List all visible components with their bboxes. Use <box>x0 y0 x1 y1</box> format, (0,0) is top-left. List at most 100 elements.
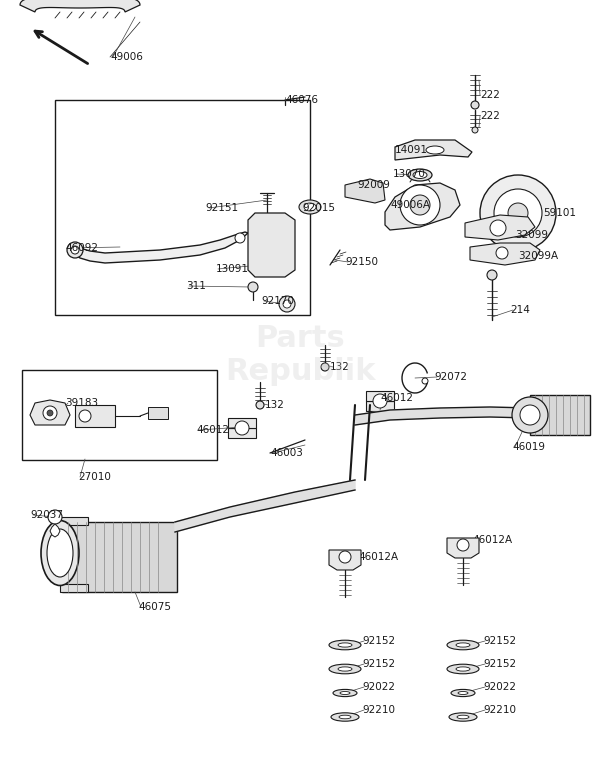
Ellipse shape <box>413 171 427 178</box>
Bar <box>75 405 115 427</box>
Circle shape <box>339 551 351 563</box>
Text: 92210: 92210 <box>483 705 516 715</box>
Circle shape <box>487 270 497 280</box>
Ellipse shape <box>408 169 432 181</box>
Text: 92009: 92009 <box>357 180 390 190</box>
Text: 92152: 92152 <box>362 659 395 669</box>
Bar <box>60 584 88 592</box>
Ellipse shape <box>329 664 361 673</box>
Polygon shape <box>355 407 530 425</box>
Circle shape <box>480 175 556 251</box>
Text: 46075: 46075 <box>138 602 171 612</box>
Ellipse shape <box>331 713 359 722</box>
Circle shape <box>321 363 329 371</box>
Text: 46012: 46012 <box>380 393 413 403</box>
Bar <box>530 395 590 435</box>
Text: 46012: 46012 <box>196 425 229 435</box>
Text: 132: 132 <box>330 362 350 372</box>
Circle shape <box>47 410 53 416</box>
Text: 92152: 92152 <box>483 659 516 669</box>
Text: 222: 222 <box>480 111 500 121</box>
Circle shape <box>471 101 479 109</box>
Ellipse shape <box>333 690 357 697</box>
Text: 92015: 92015 <box>302 203 335 213</box>
Circle shape <box>422 378 428 384</box>
Bar <box>55 100 310 315</box>
Text: 92151: 92151 <box>205 203 238 213</box>
Text: 46076: 46076 <box>285 95 318 105</box>
Polygon shape <box>329 550 361 570</box>
Polygon shape <box>385 183 460 230</box>
Text: 222: 222 <box>480 90 500 100</box>
Ellipse shape <box>340 691 350 694</box>
Polygon shape <box>30 400 70 425</box>
Bar <box>60 517 88 525</box>
Ellipse shape <box>449 713 477 722</box>
Text: 32099: 32099 <box>515 230 548 240</box>
Text: 49006A: 49006A <box>390 200 430 210</box>
Circle shape <box>520 405 540 425</box>
Circle shape <box>248 282 258 292</box>
Text: 92037: 92037 <box>30 510 63 520</box>
Ellipse shape <box>456 667 470 671</box>
Circle shape <box>79 410 91 422</box>
Circle shape <box>373 394 387 408</box>
Circle shape <box>283 300 291 308</box>
Text: 14091: 14091 <box>395 145 428 155</box>
Circle shape <box>512 397 548 433</box>
Ellipse shape <box>447 640 479 649</box>
Circle shape <box>235 233 245 243</box>
Polygon shape <box>175 480 355 532</box>
Polygon shape <box>465 215 535 240</box>
Circle shape <box>43 406 57 420</box>
Text: 13091: 13091 <box>216 264 249 274</box>
Ellipse shape <box>451 690 475 697</box>
Ellipse shape <box>458 691 468 694</box>
Circle shape <box>67 242 83 258</box>
Ellipse shape <box>338 643 352 647</box>
Text: 92150: 92150 <box>345 257 378 267</box>
Ellipse shape <box>299 200 321 214</box>
Text: 39183: 39183 <box>65 398 98 408</box>
Polygon shape <box>447 538 479 558</box>
Text: 92170: 92170 <box>261 296 294 306</box>
Circle shape <box>457 539 469 551</box>
Ellipse shape <box>304 203 316 211</box>
Bar <box>366 391 394 401</box>
Polygon shape <box>470 243 540 265</box>
Polygon shape <box>75 232 248 263</box>
Text: 132: 132 <box>265 400 285 410</box>
Ellipse shape <box>339 715 351 718</box>
Polygon shape <box>20 0 140 12</box>
Circle shape <box>410 195 430 215</box>
Circle shape <box>235 421 249 435</box>
Polygon shape <box>50 524 60 537</box>
Ellipse shape <box>338 667 352 671</box>
Ellipse shape <box>457 715 469 718</box>
Text: 13070: 13070 <box>393 169 426 179</box>
Text: 214: 214 <box>510 305 530 315</box>
Ellipse shape <box>47 529 73 577</box>
Polygon shape <box>345 179 385 203</box>
Circle shape <box>71 246 79 254</box>
Circle shape <box>508 203 528 223</box>
Ellipse shape <box>329 640 361 649</box>
Circle shape <box>400 185 440 225</box>
Text: 49006: 49006 <box>110 52 143 62</box>
Ellipse shape <box>456 643 470 647</box>
Text: Parts
Republik: Parts Republik <box>225 324 375 386</box>
Bar <box>228 428 256 438</box>
Text: 27010: 27010 <box>78 472 111 482</box>
Bar <box>22 370 217 460</box>
Text: 92022: 92022 <box>483 682 516 692</box>
Text: 92152: 92152 <box>483 636 516 646</box>
Circle shape <box>494 189 542 237</box>
Circle shape <box>279 296 295 312</box>
Text: 32099A: 32099A <box>518 251 558 261</box>
Text: 46012A: 46012A <box>358 552 398 562</box>
Text: 46003: 46003 <box>270 448 303 458</box>
Bar <box>228 418 256 428</box>
Circle shape <box>48 510 62 524</box>
Ellipse shape <box>447 664 479 673</box>
Text: 46092: 46092 <box>65 243 98 253</box>
